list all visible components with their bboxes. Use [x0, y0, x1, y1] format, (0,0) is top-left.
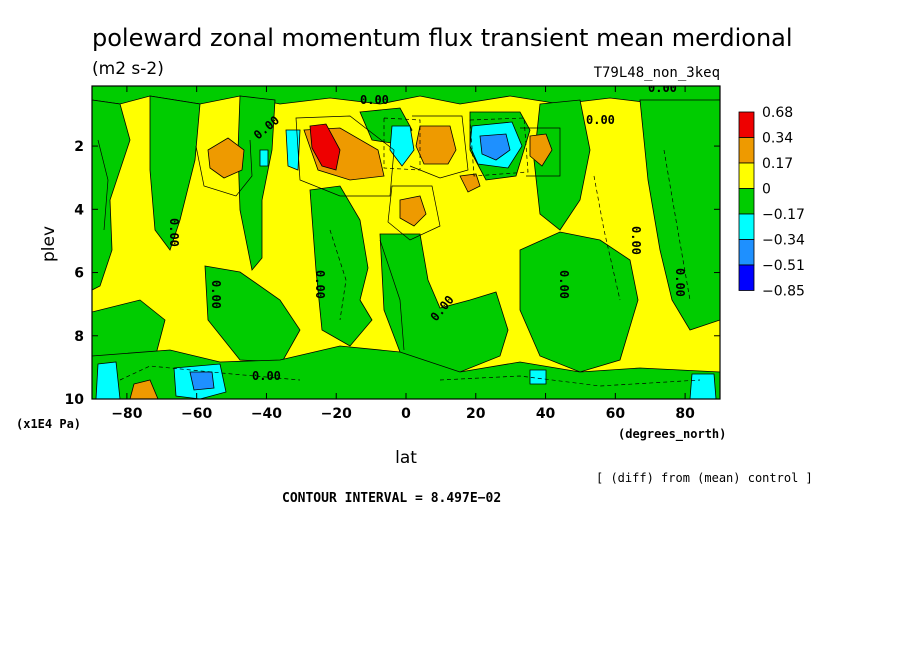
cyan-85	[689, 373, 717, 399]
green-column-m20	[309, 185, 373, 347]
y-axis: 2 4 6 8 10	[65, 139, 720, 408]
contour-line	[469, 117, 529, 177]
legend-level-label: 0	[762, 182, 771, 198]
contour-line	[195, 139, 253, 197]
cyan-m88	[95, 361, 121, 399]
x-tick-label: 40	[536, 406, 556, 422]
legend-swatch	[738, 239, 755, 266]
x-tick-label: 60	[606, 406, 626, 422]
legend-swatch	[738, 162, 755, 189]
contour-line	[409, 115, 469, 179]
y-tick-label: 4	[74, 202, 84, 218]
x-tick-label: −60	[181, 406, 212, 422]
contour-line	[119, 365, 301, 381]
cyan-m45	[259, 149, 269, 167]
plot-area: 0.00 0.00 0.00 0.00 0.00 0.00 0.00 0.00 …	[92, 81, 720, 399]
chart-title: poleward zonal momentum flux transient m…	[92, 24, 793, 52]
contour-label: 0.00	[648, 81, 677, 95]
red-core-m24	[309, 123, 341, 171]
strong-negative-fill	[95, 121, 717, 399]
legend-swatch	[738, 137, 755, 164]
contour-lines	[97, 115, 701, 387]
contour-line	[663, 149, 691, 301]
contour-label: 0.00	[167, 218, 181, 247]
green-mid-left	[204, 265, 301, 363]
orange-m75-bottom	[129, 379, 159, 399]
orange-19	[459, 173, 481, 193]
contour-line	[383, 117, 421, 171]
legend-level-label: 0.68	[762, 105, 793, 121]
legend-swatch	[738, 188, 755, 215]
legend-level-label: −0.17	[762, 207, 805, 223]
chart-units: (m2 s-2)	[92, 59, 164, 79]
contour-label: 0.00	[586, 113, 615, 127]
x-tick-label: 20	[466, 406, 486, 422]
green-right-column	[533, 99, 591, 231]
x-tick-label: −40	[251, 406, 282, 422]
orange-2	[399, 195, 427, 227]
legend-level-label: 0.34	[762, 131, 793, 147]
orange-38	[529, 133, 553, 167]
contour-line	[439, 375, 701, 387]
contour-label: 0.00	[360, 93, 389, 107]
y-axis-label: plev	[39, 226, 59, 262]
contour-line	[520, 127, 561, 177]
legend-swatch	[738, 111, 755, 138]
y-tick-label: 2	[74, 139, 84, 155]
x-units-label: (degrees_north)	[618, 427, 726, 442]
contour-line	[329, 229, 347, 321]
x-axis-label: lat	[395, 448, 417, 468]
x-tick-label: 80	[675, 406, 695, 422]
blue-m57	[189, 371, 215, 391]
legend-swatch	[738, 213, 755, 240]
legend-level-label: −0.51	[762, 258, 805, 274]
legend-swatch	[738, 264, 755, 291]
contour-label: 0.00	[557, 270, 571, 299]
contour-label: 0.00	[313, 270, 327, 299]
negative-region-fill	[92, 86, 720, 399]
contour-label: 0.00	[673, 268, 687, 297]
diff-note: [ (diff) from (mean) control ]	[596, 471, 813, 485]
green-column-m60	[149, 95, 201, 251]
y-tick-label: 8	[74, 329, 84, 345]
x-axis: −80 −60 −40 −20 0 20 40 60 80	[111, 86, 695, 422]
contour-label: 0.00	[252, 369, 281, 383]
run-label: T79L48_non_3keq	[594, 65, 720, 81]
orange-8	[415, 125, 457, 165]
contour-label: 0.00	[629, 226, 643, 255]
contour-line	[379, 239, 405, 351]
x-tick-label: 0	[401, 406, 411, 422]
green-bottom-band	[92, 345, 720, 399]
color-legend: 0.68 0.34 0.17 0 −0.17 −0.34 −0.51 −0.85	[738, 105, 805, 300]
contour-line	[295, 115, 395, 197]
cyan-40	[529, 369, 547, 385]
contour-interval: CONTOUR INTERVAL = 8.497E−02	[282, 491, 501, 506]
y-tick-label: 10	[65, 392, 85, 408]
contour-label: 0.00	[209, 280, 223, 309]
green-left-column	[92, 99, 131, 291]
y-units-label: (x1E4 Pa)	[16, 417, 81, 431]
blue-24	[479, 133, 511, 161]
y-tick-label: 6	[74, 266, 84, 282]
legend-level-label: −0.85	[762, 284, 805, 300]
green-left-lower	[92, 299, 166, 369]
x-tick-label: −20	[321, 406, 352, 422]
x-tick-label: −80	[111, 406, 142, 422]
legend-level-label: −0.34	[762, 233, 805, 249]
contour-line	[97, 139, 109, 231]
legend-level-label: 0.17	[762, 156, 793, 172]
green-right-low	[519, 231, 639, 373]
cyan-m33	[285, 129, 301, 171]
orange-m55	[207, 137, 245, 179]
contour-line	[387, 185, 441, 241]
cyan-m1	[389, 125, 415, 167]
green-far-right	[639, 99, 720, 331]
